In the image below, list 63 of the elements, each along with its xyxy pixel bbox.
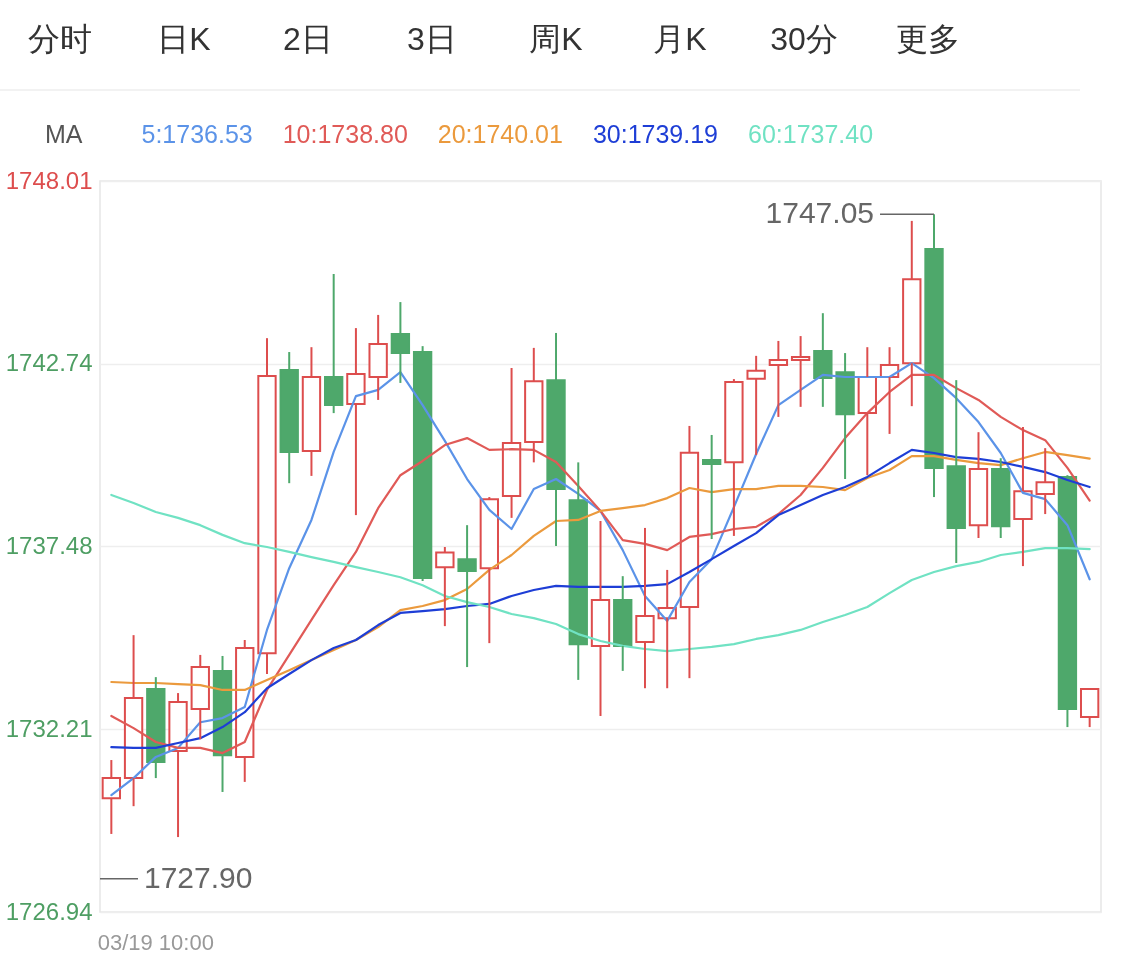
text: 60:1737.40 (748, 120, 874, 148)
candlestick (746, 354, 766, 457)
candlestick (724, 378, 744, 537)
candlestick (190, 653, 210, 741)
ref-line-label: 1747.05 (765, 196, 875, 230)
candlestick (435, 546, 455, 628)
text: 更多 (896, 21, 960, 57)
candlestick (501, 367, 522, 519)
y-tick-label: 1732.21 (5, 714, 93, 742)
text: 2日 (283, 21, 333, 57)
text: 10:1738.80 (282, 120, 408, 148)
text: 5:1736.53 (141, 120, 253, 148)
candlestick (924, 213, 944, 499)
x-tick-label: 03/19 10:00 (97, 929, 214, 955)
candlestick (257, 337, 277, 675)
candlestick (301, 346, 322, 477)
line-series (110, 493, 1091, 653)
candlestick (968, 431, 989, 539)
candlestick (902, 219, 922, 408)
candlestick (679, 424, 700, 680)
candlestick (813, 312, 833, 408)
candlestick (568, 461, 588, 681)
candlestick (1057, 474, 1078, 729)
candlestick (790, 335, 811, 408)
candlestick (1013, 425, 1033, 568)
candlestick (101, 759, 122, 835)
line-series (110, 448, 1091, 749)
candlestick (279, 351, 299, 485)
candlestick (390, 301, 411, 384)
legend-title: MA (45, 120, 83, 148)
candlestick (457, 524, 477, 669)
text: 月K (653, 21, 707, 57)
candlestick (368, 313, 388, 401)
candlestick (123, 634, 144, 808)
text: 分时 (28, 21, 92, 57)
text: 30:1739.19 (592, 120, 719, 148)
candlestick (546, 331, 566, 547)
candlestick (324, 272, 344, 415)
candlestick (479, 496, 499, 645)
candlestick (613, 575, 633, 672)
text: 3日 (407, 21, 457, 57)
candlestick (768, 339, 789, 418)
candlestick (524, 346, 544, 464)
line-series (110, 450, 1091, 692)
candlestick (412, 345, 433, 583)
candlestick (346, 327, 366, 517)
candlestick (1035, 447, 1055, 516)
candlestick (991, 457, 1011, 539)
y-tick-label: 1748.01 (5, 166, 93, 194)
candlestick (702, 433, 722, 541)
y-tick-label: 1737.48 (5, 531, 93, 559)
candlestick (168, 692, 188, 839)
text: 30分 (770, 21, 838, 57)
candlestick (635, 526, 655, 690)
ref-line-label: 1727.90 (144, 860, 253, 894)
candlestick (946, 379, 966, 564)
text: 周K (529, 21, 583, 57)
candlestick (835, 352, 855, 481)
text: 日K (157, 21, 211, 57)
y-tick-label: 1742.74 (5, 349, 93, 377)
y-tick-label: 1726.94 (5, 897, 93, 925)
text: 20:1740.01 (437, 120, 563, 148)
candlestick (590, 520, 611, 717)
